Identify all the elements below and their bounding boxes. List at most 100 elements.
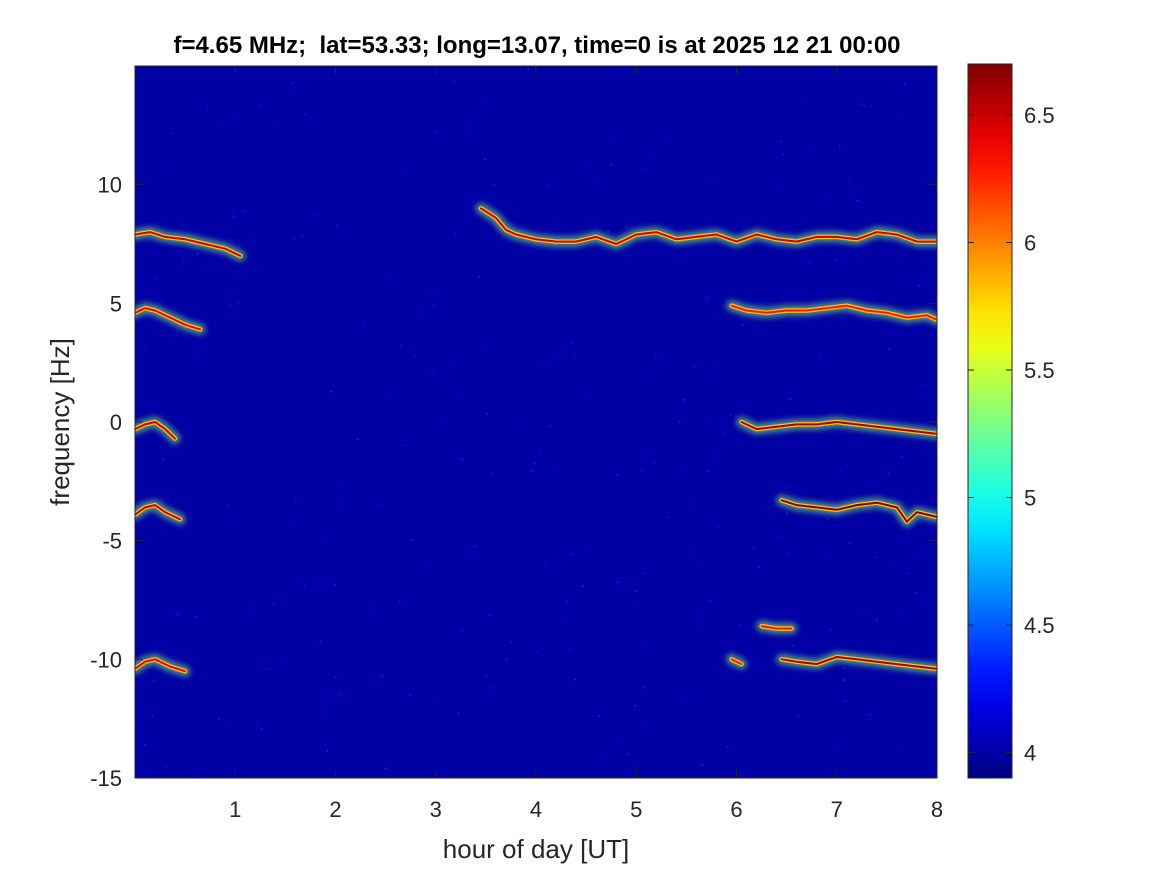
x-tick-label: 4	[530, 797, 542, 822]
trace-line-3	[135, 504, 182, 521]
noise-speck	[230, 223, 233, 226]
noise-speck	[689, 501, 692, 504]
noise-speck	[237, 301, 240, 304]
noise-speck	[223, 720, 225, 722]
noise-speck	[888, 348, 890, 350]
noise-speck	[177, 613, 179, 616]
x-tick-label: 6	[730, 797, 742, 822]
noise-speck	[493, 184, 495, 186]
noise-speck	[233, 215, 235, 218]
trace-line-11	[780, 656, 937, 670]
noise-speck	[490, 686, 492, 689]
noise-speck	[481, 99, 484, 102]
trace-line-8	[780, 499, 937, 523]
noise-speck	[724, 432, 726, 434]
noise-speck	[715, 455, 717, 457]
noise-speck	[630, 579, 633, 582]
noise-speck	[600, 754, 602, 757]
noise-speck	[924, 384, 927, 387]
noise-speck	[777, 650, 780, 652]
noise-speck	[777, 537, 779, 539]
x-axis-label: hour of day [UT]	[443, 834, 629, 864]
noise-speck	[709, 600, 711, 602]
noise-speck	[544, 564, 547, 567]
trace-line-4	[135, 658, 187, 673]
noise-speck	[413, 349, 416, 351]
x-tick-label: 7	[831, 797, 843, 822]
noise-speck	[758, 566, 760, 568]
noise-speck	[539, 453, 541, 455]
noise-speck	[461, 458, 463, 460]
noise-speck	[827, 194, 829, 196]
noise-speck	[789, 398, 791, 400]
noise-speck	[527, 68, 529, 70]
noise-speck	[197, 355, 199, 358]
noise-speck	[707, 420, 710, 423]
noise-speck	[297, 580, 300, 583]
noise-speck	[144, 348, 147, 351]
noise-speck	[339, 503, 341, 505]
noise-speck	[218, 717, 220, 720]
y-axis-label: frequency [Hz]	[45, 338, 75, 506]
noise-speck	[893, 409, 895, 411]
noise-speck	[786, 487, 788, 489]
colorbar-gradient	[967, 63, 1013, 779]
noise-speck	[832, 747, 834, 749]
noise-speck	[356, 438, 359, 441]
noise-speck	[906, 572, 908, 575]
noise-speck	[809, 261, 812, 264]
noise-speck	[574, 678, 576, 681]
y-tick-label: -5	[102, 529, 122, 554]
noise-speck	[372, 607, 375, 609]
noise-speck	[644, 572, 646, 575]
noise-speck	[932, 119, 934, 122]
noise-speck	[242, 210, 244, 212]
colorbar-tick-label: 4.5	[1024, 613, 1055, 638]
noise-speck	[678, 420, 681, 423]
noise-speck	[864, 105, 866, 107]
noise-speck	[434, 702, 437, 705]
noise-speck	[900, 610, 902, 613]
noise-speck	[291, 82, 294, 85]
noise-speck	[319, 641, 322, 643]
noise-speck	[932, 92, 935, 95]
noise-speck	[848, 179, 850, 182]
noise-speck	[304, 113, 307, 116]
noise-speck	[653, 461, 655, 464]
noise-speck	[334, 676, 337, 679]
noise-speck	[848, 542, 851, 545]
noise-speck	[457, 712, 460, 715]
trace-layer	[135, 206, 937, 674]
noise-speck	[669, 223, 671, 226]
noise-speck	[729, 414, 731, 416]
noise-speck	[543, 366, 545, 368]
noise-speck	[385, 767, 387, 770]
noise-speck	[518, 427, 521, 430]
noise-speck	[313, 214, 316, 217]
noise-speck	[442, 421, 445, 424]
noise-speck	[780, 140, 782, 142]
colorbar: 6.5 6 5.5 5 4.5 4	[967, 63, 1055, 779]
noise-speck	[206, 107, 208, 110]
noise-speck	[510, 641, 512, 643]
noise-speck	[170, 132, 173, 135]
noise-speck	[887, 470, 889, 473]
noise-speck	[610, 164, 612, 166]
noise-speck	[303, 585, 306, 587]
noise-speck	[843, 679, 845, 681]
noise-speck	[570, 553, 572, 555]
noise-speck	[648, 155, 650, 157]
noise-speck	[633, 589, 635, 591]
noise-speck	[869, 713, 871, 716]
noise-speck	[431, 290, 433, 292]
noise-speck	[322, 711, 324, 713]
noise-speck	[680, 469, 682, 472]
noise-speck	[792, 644, 794, 647]
noise-speck	[827, 518, 829, 520]
y-tick-label: -10	[90, 647, 122, 672]
noise-speck	[778, 187, 781, 190]
noise-speck	[293, 238, 296, 240]
noise-speck	[273, 603, 275, 606]
noise-speck	[162, 458, 164, 461]
